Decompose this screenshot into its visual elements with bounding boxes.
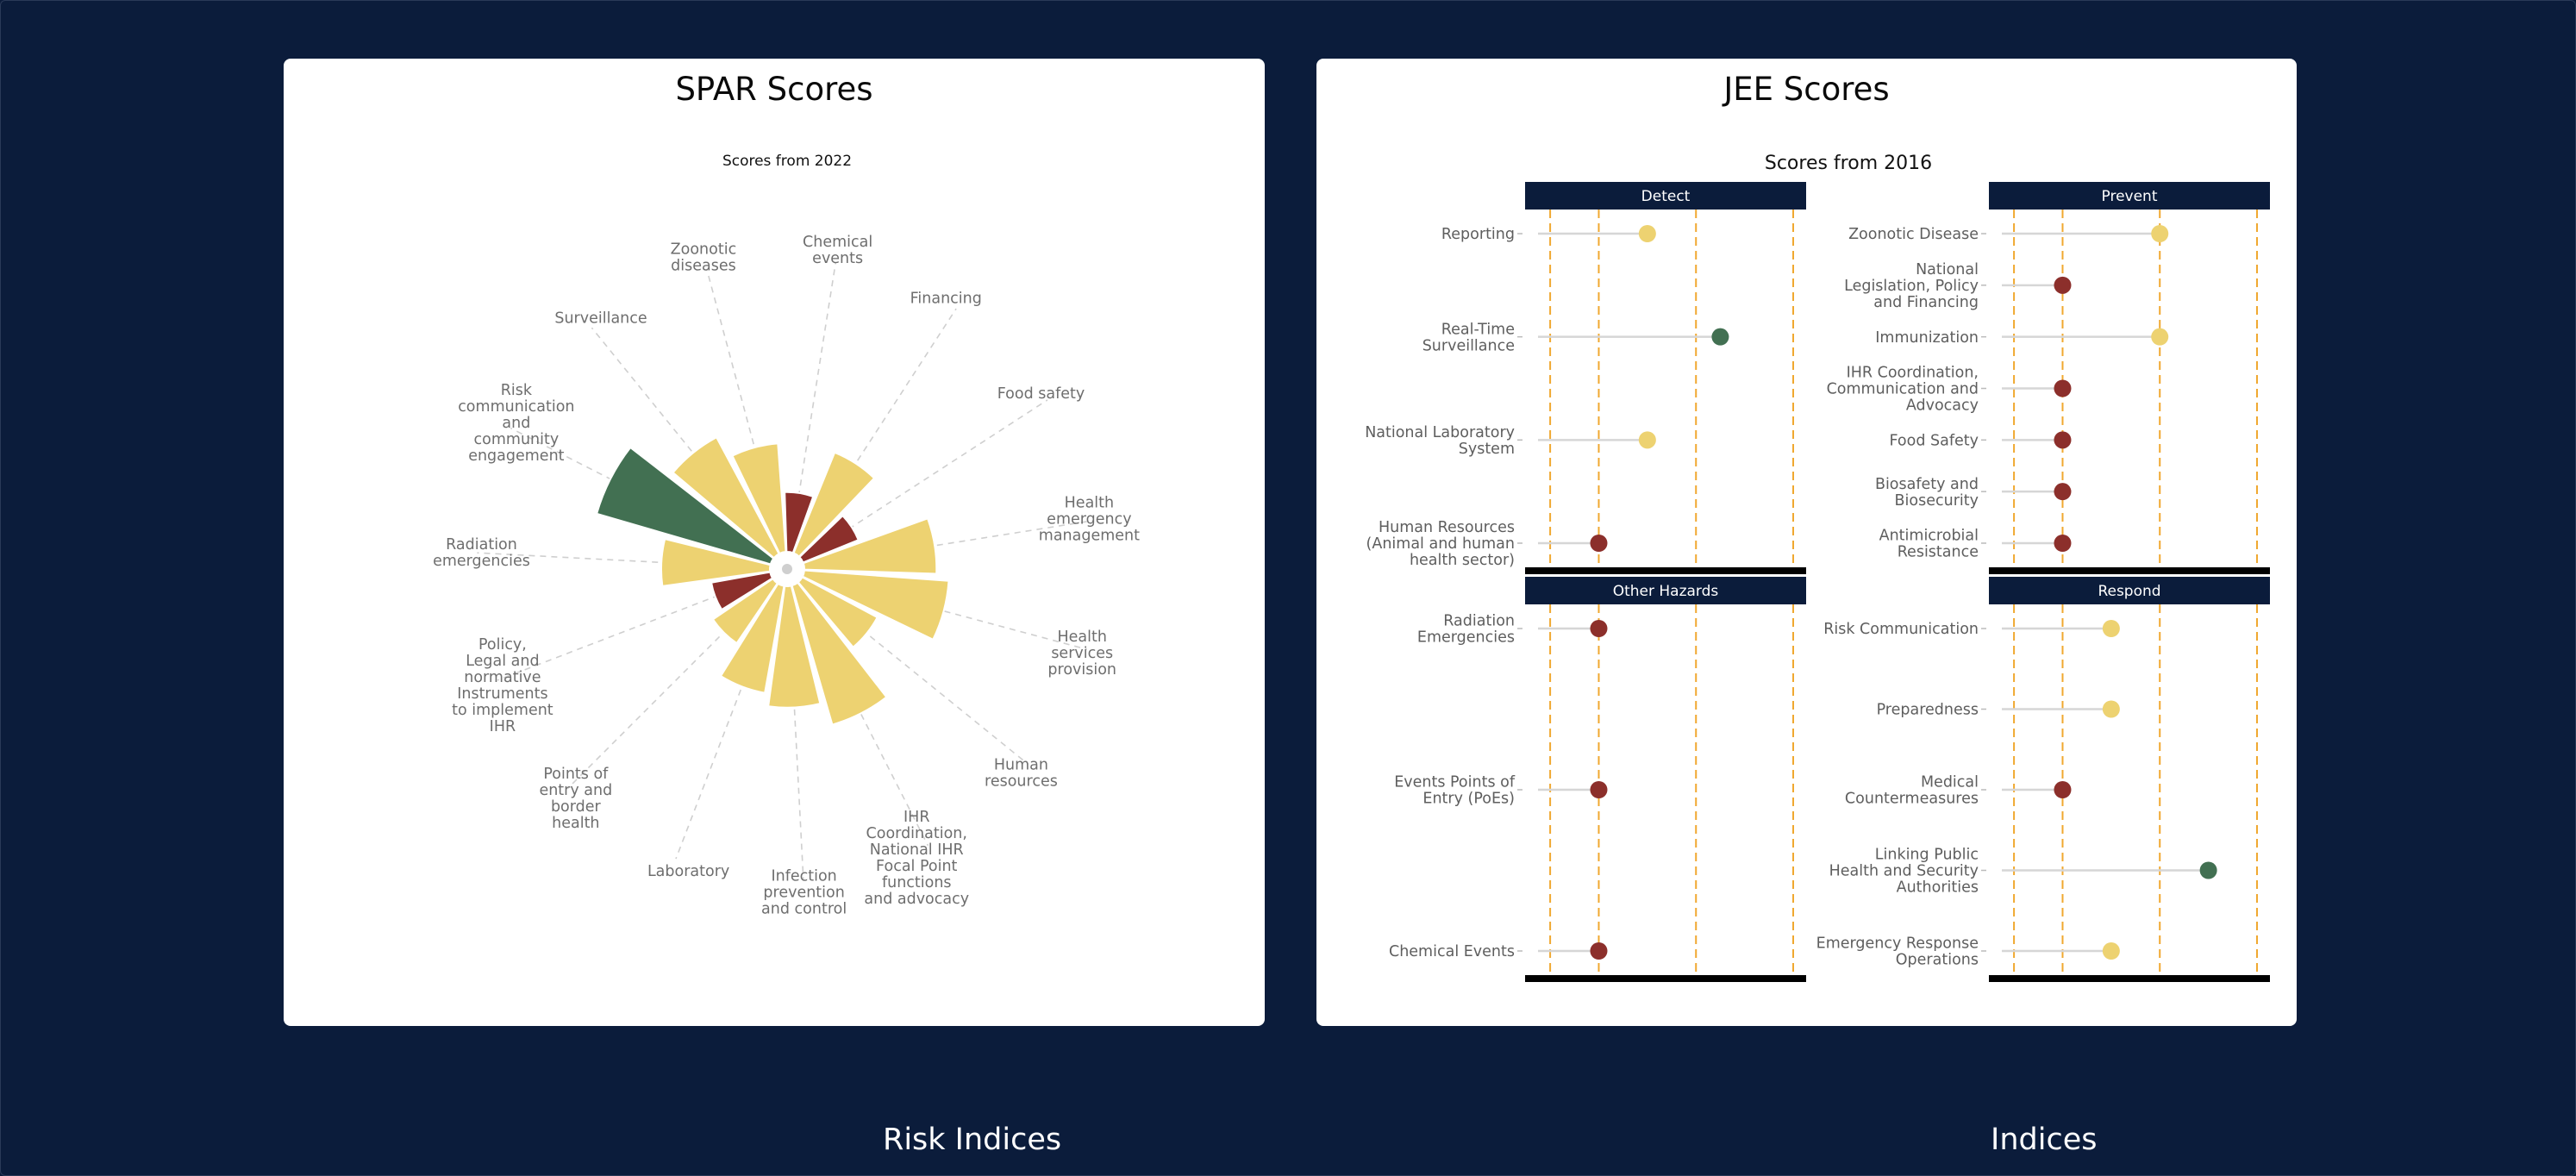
jee-panel-title: Prevent: [2102, 188, 2158, 205]
spar-bar: [660, 537, 772, 587]
indices-title: Indices: [1991, 1123, 2098, 1157]
jee-dot: [2151, 328, 2169, 346]
jee-panel-header: [1525, 577, 1806, 604]
spar-bar: [801, 569, 950, 641]
jee-item-label: Events Points of Entry (PoEs): [1394, 774, 1516, 808]
jee-dot: [2102, 700, 2120, 718]
spar-center-dot: [782, 564, 792, 574]
jee-item-label: Linking Public Health and Security Authori…: [1829, 847, 1979, 897]
spar-category-label: Zoonotic diseases: [671, 241, 737, 274]
jee-item-label: Risk Communication: [1823, 621, 1979, 638]
jee-panel-title: Detect: [1641, 188, 1691, 205]
spar-category-label: Risk communication and community engagement: [458, 382, 574, 465]
spar-card: SPAR Scores Scores from 2022 Chemical even…: [284, 59, 1265, 1026]
jee-panel-prevent: Prevent Zoonotic Disease National Legislati…: [1827, 182, 2270, 574]
jee-panel-baseline: [1989, 975, 2270, 982]
jee-panel-other-hazards: Other Hazards Radiation Emergencies Events …: [1389, 577, 1806, 982]
jee-dot: [2151, 225, 2169, 242]
spar-category-label: Food safety: [997, 385, 1085, 403]
spar-category-label: IHR Coordination, National IHR Focal Point f…: [864, 809, 969, 908]
spar-category-label: Health services provision: [1047, 629, 1116, 679]
jee-panel-title: Respond: [2098, 583, 2160, 600]
jee-panel-baseline: [1525, 567, 1806, 574]
spar-chart: Scores from 2022 Chemical events Financing F…: [433, 153, 1140, 918]
jee-dot: [2054, 781, 2072, 798]
jee-dot: [2054, 483, 2072, 501]
jee-item-label: Reporting: [1441, 226, 1515, 243]
jee-chart: Scores from 2016 Detect Reporting Real-Time…: [1365, 153, 2270, 982]
spar-category-label: Policy, Legal and normative Instruments to i…: [452, 636, 553, 735]
spar-bar: [711, 577, 779, 645]
jee-dot: [1711, 328, 1729, 346]
jee-dot: [2054, 276, 2072, 294]
risk-indices-title: Risk Indices: [883, 1123, 1062, 1157]
jee-subtitle: Scores from 2016: [1765, 153, 1932, 174]
jee-panel-header: [1989, 577, 2270, 604]
jee-item-label: Food Safety: [1889, 432, 1979, 449]
jee-dot: [1638, 431, 1656, 449]
jee-item-label: Preparedness: [1877, 702, 1979, 719]
spar-category-label: Points of entry and border health: [539, 766, 612, 832]
jee-dot: [2102, 620, 2120, 637]
jee-item-label: Antimicrobial Resistance: [1879, 528, 1979, 561]
spar-category-label: Health emergency management: [1039, 494, 1140, 544]
jee-item-label: Chemical Events: [1389, 943, 1515, 960]
jee-item-label: Biosafety and Biosecurity: [1875, 476, 1979, 510]
jee-item-label: Medical Countermeasures: [1845, 774, 1979, 808]
spar-bar: [731, 442, 787, 555]
jee-item-label: Real-Time Surveillance: [1422, 321, 1515, 354]
jee-panel-detect: Detect Reporting Real-Time Surveillance Nati…: [1365, 182, 1806, 574]
jee-dot: [2054, 535, 2072, 552]
spar-bar: [798, 514, 860, 564]
jee-dot: [1638, 225, 1656, 242]
spar-bar: [802, 517, 938, 575]
spar-bar: [672, 435, 780, 560]
jee-panel-respond: Respond Risk Communication Preparedness Med…: [1816, 577, 2270, 982]
jee-dot: [2199, 861, 2217, 879]
spar-bar: [792, 451, 876, 558]
spar-bar: [784, 491, 815, 554]
jee-dot: [2102, 942, 2120, 960]
jee-item-label: National Laboratory System: [1365, 424, 1515, 458]
jee-item-label: IHR Coordination, Communication and Advoca…: [1827, 365, 1979, 415]
spar-subtitle: Scores from 2022: [722, 153, 852, 170]
spar-bar: [797, 576, 878, 649]
spar-category-label: Financing: [910, 291, 982, 308]
spar-category-label: Human resources: [985, 757, 1058, 791]
jee-panel-baseline: [1989, 567, 2270, 574]
spar-card-title: SPAR Scores: [675, 71, 873, 108]
jee-item-label: Emergency Response Operations: [1816, 935, 1979, 969]
jee-dot: [1590, 535, 1608, 552]
jee-item-label: National Legislation, Policy and Financing: [1844, 261, 1979, 311]
spar-category-label: Infection prevention and control: [761, 868, 847, 918]
spar-bar: [595, 446, 775, 566]
jee-dot: [1590, 942, 1608, 960]
jee-item-label: Immunization: [1875, 329, 1979, 347]
spar-category-label: Surveillance: [554, 310, 647, 328]
spar-category-label: Chemical events: [803, 234, 872, 267]
jee-item-label: Radiation Emergencies: [1417, 613, 1515, 647]
jee-card: JEE Scores Scores from 2016 Detect Reporti…: [1316, 59, 2297, 1026]
jee-item-label: Zoonotic Disease: [1848, 226, 1979, 243]
jee-panel-baseline: [1525, 975, 1806, 982]
jee-panel-header: [1525, 182, 1806, 210]
jee-dot: [1590, 781, 1608, 798]
jee-dot: [1590, 620, 1608, 637]
jee-item-label: Human Resources (Animal and human health s…: [1366, 519, 1515, 569]
jee-panel-header: [1989, 182, 2270, 210]
spar-bar: [719, 582, 785, 694]
jee-panel-title: Other Hazards: [1613, 583, 1719, 600]
spar-bar: [767, 585, 822, 709]
spar-category-label: Laboratory: [647, 863, 729, 880]
spar-category-label: Radiation emergencies: [433, 536, 530, 570]
spar-bar: [791, 581, 888, 726]
spar-bar: [710, 571, 774, 611]
jee-dot: [2054, 379, 2072, 397]
jee-dot: [2054, 431, 2072, 449]
jee-card-title: JEE Scores: [1723, 71, 1890, 108]
